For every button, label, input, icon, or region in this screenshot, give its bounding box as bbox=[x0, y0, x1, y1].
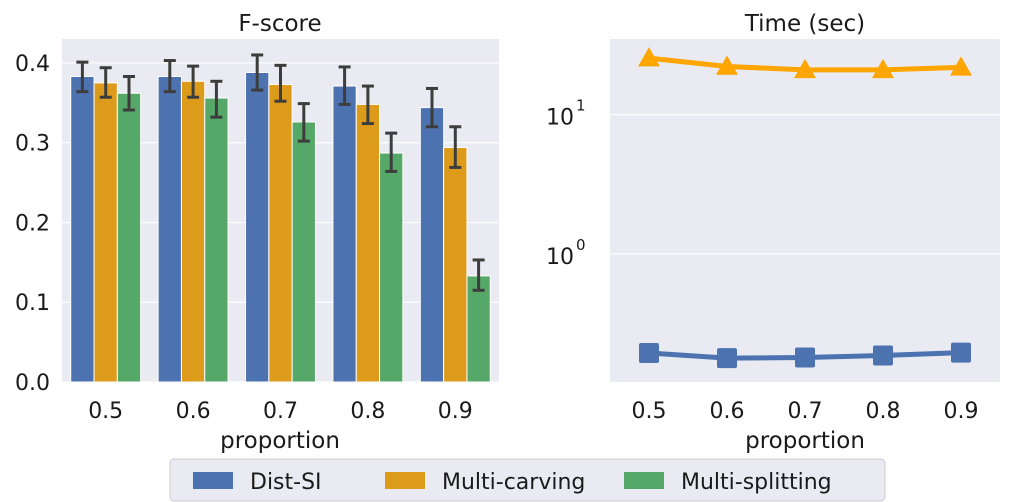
f-score-bar-multi-carving bbox=[268, 83, 293, 383]
f-score-bar-multi-splitting bbox=[466, 275, 491, 383]
time-marker-square bbox=[873, 345, 893, 366]
f-score-bar-multi-splitting bbox=[204, 97, 229, 383]
time-plot-area bbox=[610, 39, 1000, 382]
f-score-panel: 0.00.10.20.30.4 0.5 0.6 0.7 0.8 0.9 F-score … bbox=[15, 11, 499, 454]
time-x-ticks: 0.5 0.6 0.7 0.8 0.9 bbox=[632, 399, 979, 424]
f-score-x-tick-label: 0.6 bbox=[176, 399, 211, 424]
time-marker-triangle bbox=[950, 56, 972, 76]
f-score-y-tick-label: 0.1 bbox=[15, 291, 50, 316]
time-lines bbox=[638, 47, 972, 369]
svg-text:1: 1 bbox=[576, 97, 586, 115]
f-score-error-bar bbox=[99, 66, 112, 99]
legend-swatch bbox=[624, 472, 664, 489]
time-series-dist-si bbox=[639, 342, 971, 369]
f-score-bar-multi-carving bbox=[355, 103, 381, 383]
f-score-error-bar bbox=[187, 64, 200, 99]
f-score-bar-multi-carving bbox=[443, 146, 468, 383]
f-score-bar-dist-si bbox=[157, 75, 182, 383]
time-gridlines bbox=[610, 114, 1000, 255]
f-score-error-bar bbox=[76, 60, 89, 94]
time-y-tick-label: 10 1 bbox=[546, 97, 586, 131]
time-title: Time (sec) bbox=[744, 11, 865, 37]
f-score-error-bar bbox=[385, 131, 398, 173]
f-score-error-bar bbox=[425, 86, 438, 129]
time-y-tick-label: 10 0 bbox=[546, 236, 586, 270]
time-x-tick-label: 0.6 bbox=[710, 399, 745, 424]
f-score-bar-dist-si bbox=[245, 72, 270, 383]
time-marker-square bbox=[951, 342, 971, 363]
f-score-error-bar bbox=[163, 59, 176, 94]
legend-item: Multi-carving bbox=[385, 470, 585, 495]
f-score-error-bar bbox=[361, 84, 374, 126]
legend-swatch bbox=[385, 472, 425, 489]
f-score-error-bar bbox=[274, 63, 287, 103]
f-score-title: F-score bbox=[238, 11, 321, 37]
time-x-tick-label: 0.7 bbox=[788, 399, 823, 424]
f-score-error-bars bbox=[76, 53, 485, 292]
time-marker-triangle bbox=[638, 47, 660, 67]
f-score-error-bar bbox=[210, 79, 223, 119]
time-marker-square bbox=[639, 342, 659, 363]
svg-text:10: 10 bbox=[546, 106, 574, 131]
f-score-error-bar bbox=[123, 74, 136, 112]
legend-label: Multi-splitting bbox=[681, 470, 832, 495]
f-score-y-tick-label: 0.0 bbox=[15, 371, 50, 396]
f-score-x-tick-label: 0.9 bbox=[438, 399, 473, 424]
f-score-y-tick-label: 0.3 bbox=[15, 132, 50, 157]
f-score-x-tick-label: 0.7 bbox=[263, 399, 298, 424]
time-series-multi-carving bbox=[638, 47, 972, 79]
legend-item: Multi-splitting bbox=[624, 470, 832, 495]
f-score-bar-dist-si bbox=[332, 85, 357, 383]
f-score-bar-multi-splitting bbox=[116, 92, 142, 383]
f-score-x-ticks: 0.5 0.6 0.7 0.8 0.9 bbox=[88, 399, 473, 424]
legend-item: Dist-SI bbox=[193, 470, 322, 495]
f-score-bar-multi-carving bbox=[180, 80, 206, 383]
f-score-error-bar bbox=[449, 125, 462, 169]
time-x-axis-label: proportion bbox=[745, 428, 865, 454]
f-score-x-axis-label: proportion bbox=[220, 428, 340, 454]
legend-label: Dist-SI bbox=[250, 470, 322, 495]
f-score-y-tick-label: 0.4 bbox=[15, 52, 50, 77]
legend-label: Multi-carving bbox=[442, 470, 585, 495]
f-score-bar-multi-carving bbox=[93, 82, 118, 383]
svg-text:10: 10 bbox=[546, 245, 574, 270]
f-score-y-ticks: 0.0 0.1 0.2 0.3 0.4 bbox=[15, 52, 50, 396]
time-marker-square bbox=[717, 348, 737, 369]
f-score-bar-dist-si bbox=[419, 107, 445, 383]
time-marker-square bbox=[795, 347, 815, 368]
f-score-error-bar bbox=[472, 258, 485, 292]
legend-box bbox=[169, 458, 886, 502]
f-score-y-tick-label: 0.2 bbox=[15, 211, 50, 236]
time-x-tick-label: 0.5 bbox=[632, 399, 667, 424]
f-score-error-bar bbox=[251, 53, 264, 92]
legend-swatch bbox=[193, 472, 233, 489]
f-score-error-bar bbox=[297, 102, 310, 143]
f-score-x-tick-label: 0.5 bbox=[88, 399, 123, 424]
svg-text:0: 0 bbox=[576, 236, 586, 254]
f-score-bars bbox=[70, 72, 491, 383]
f-score-bar-dist-si bbox=[70, 75, 95, 383]
legend: Dist-SI Multi-carving Multi-splitting bbox=[169, 458, 886, 502]
time-marker-triangle bbox=[716, 55, 738, 75]
time-x-tick-label: 0.8 bbox=[866, 399, 901, 424]
time-x-tick-label: 0.9 bbox=[944, 399, 979, 424]
f-score-x-tick-label: 0.8 bbox=[350, 399, 385, 424]
f-score-bar-multi-splitting bbox=[379, 152, 404, 383]
time-marker-triangle bbox=[872, 58, 894, 79]
f-score-error-bar bbox=[338, 65, 351, 106]
time-marker-triangle bbox=[794, 58, 816, 79]
f-score-bar-multi-splitting bbox=[291, 121, 316, 383]
